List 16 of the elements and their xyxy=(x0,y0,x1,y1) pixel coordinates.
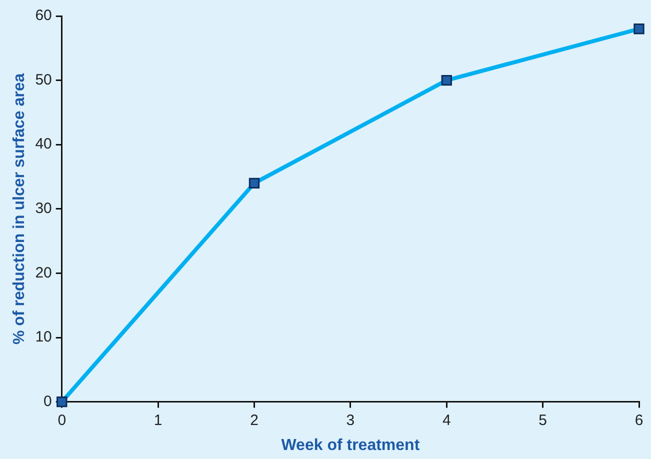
x-tick-label: 5 xyxy=(538,412,547,429)
x-tick-label: 6 xyxy=(634,412,644,429)
x-tick-label: 0 xyxy=(58,412,66,429)
y-tick-label: 30 xyxy=(35,200,52,218)
y-tick-label: 40 xyxy=(35,136,52,153)
x-tick-label: 1 xyxy=(154,412,162,429)
y-tick-label: 60 xyxy=(35,7,52,24)
y-tick-label: 20 xyxy=(35,264,52,282)
y-tick-label: 10 xyxy=(35,328,52,346)
x-tick-label: 4 xyxy=(442,412,451,429)
y-axis-title: % of reduction in ulcer surface area xyxy=(11,73,28,344)
y-tick-label: 0 xyxy=(44,392,52,410)
y-tick-label: 50 xyxy=(35,71,52,88)
x-tick-label: 3 xyxy=(346,412,355,429)
x-axis-title: Week of treatment xyxy=(281,436,420,454)
x-tick-label: 2 xyxy=(250,412,258,429)
